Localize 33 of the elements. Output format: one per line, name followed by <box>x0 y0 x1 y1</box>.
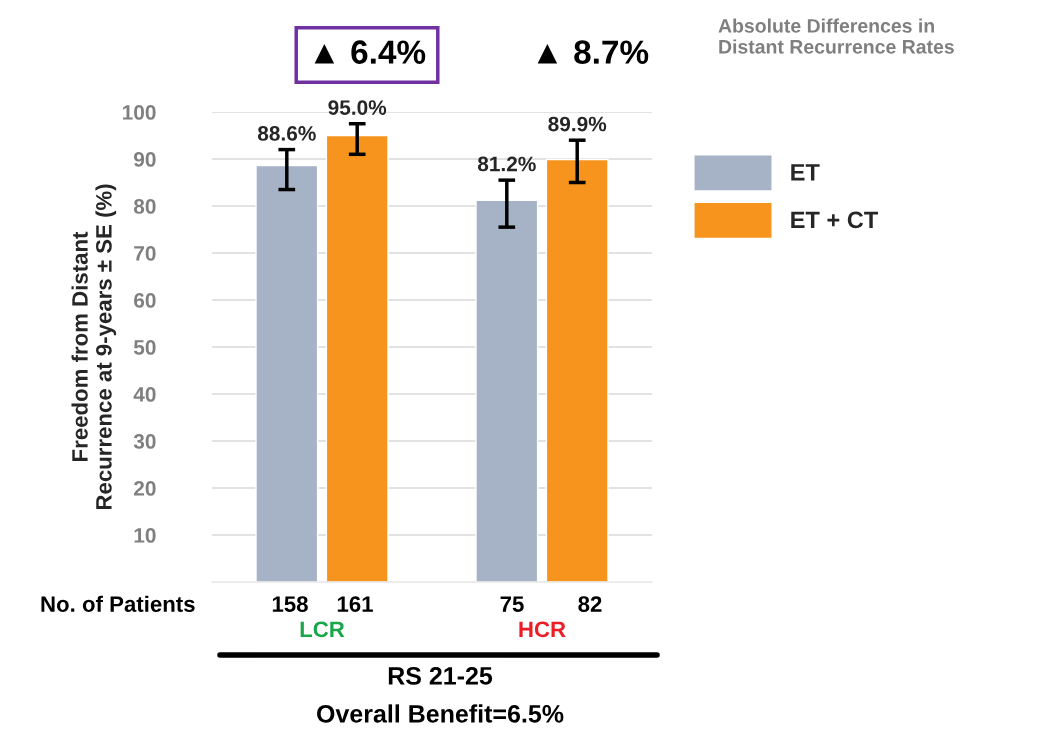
data-label: 95.0% <box>328 100 387 115</box>
y-axis-title: Freedom from Distant Recurrence at 9-years ± SE (%) <box>71 184 117 510</box>
text: Overall Benefit=6.5% <box>317 704 564 723</box>
y-tick-label: 90 <box>134 152 156 167</box>
y-tick-label: 60 <box>134 293 156 308</box>
text: ▲ 6.4% <box>314 40 426 64</box>
text: RS 21-25 <box>388 667 493 685</box>
text: 161 <box>337 596 373 612</box>
x-tick-label: HCR <box>519 621 566 638</box>
data-label: 89.9% <box>548 116 607 132</box>
bar <box>475 199 539 582</box>
text: No. of Patients <box>41 595 195 612</box>
text: 158 <box>272 596 308 612</box>
y-tick-label: 100 <box>123 105 156 120</box>
text: ▲ 8.7% <box>537 40 649 64</box>
legend-label: ET <box>791 164 820 181</box>
text: 75 <box>500 596 524 612</box>
bar <box>545 158 609 582</box>
legend-label: ET + CT <box>791 211 878 229</box>
y-tick-label: 70 <box>134 246 156 261</box>
y-tick-label: 80 <box>133 199 156 214</box>
y-tick-label: 40 <box>133 387 156 402</box>
bar <box>255 164 319 582</box>
text: 82 <box>578 596 602 612</box>
x-tick-label: LCR <box>300 621 345 638</box>
data-label: 81.2% <box>477 156 536 172</box>
y-tick-label: 20 <box>134 481 156 496</box>
y-tick-label: 50 <box>133 340 156 355</box>
y-tick-label: 30 <box>133 434 156 449</box>
y-tick-label: 10 <box>134 528 156 543</box>
bar <box>325 134 389 582</box>
data-label: 88.6% <box>257 126 316 141</box>
text: Absolute Differences in Distant Recurrence Rates <box>718 18 954 54</box>
